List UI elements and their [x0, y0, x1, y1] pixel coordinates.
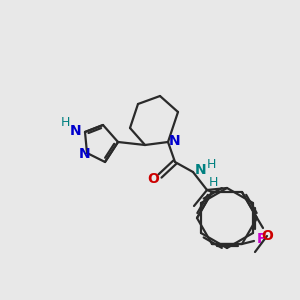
Text: H: H: [206, 158, 216, 172]
Text: F: F: [257, 232, 267, 246]
Text: N: N: [195, 163, 207, 177]
Text: H: H: [208, 176, 218, 190]
Text: H: H: [60, 116, 70, 128]
Text: N: N: [79, 147, 91, 161]
Text: N: N: [70, 124, 82, 138]
Text: N: N: [169, 134, 181, 148]
Text: O: O: [261, 229, 273, 243]
Text: O: O: [147, 172, 159, 186]
